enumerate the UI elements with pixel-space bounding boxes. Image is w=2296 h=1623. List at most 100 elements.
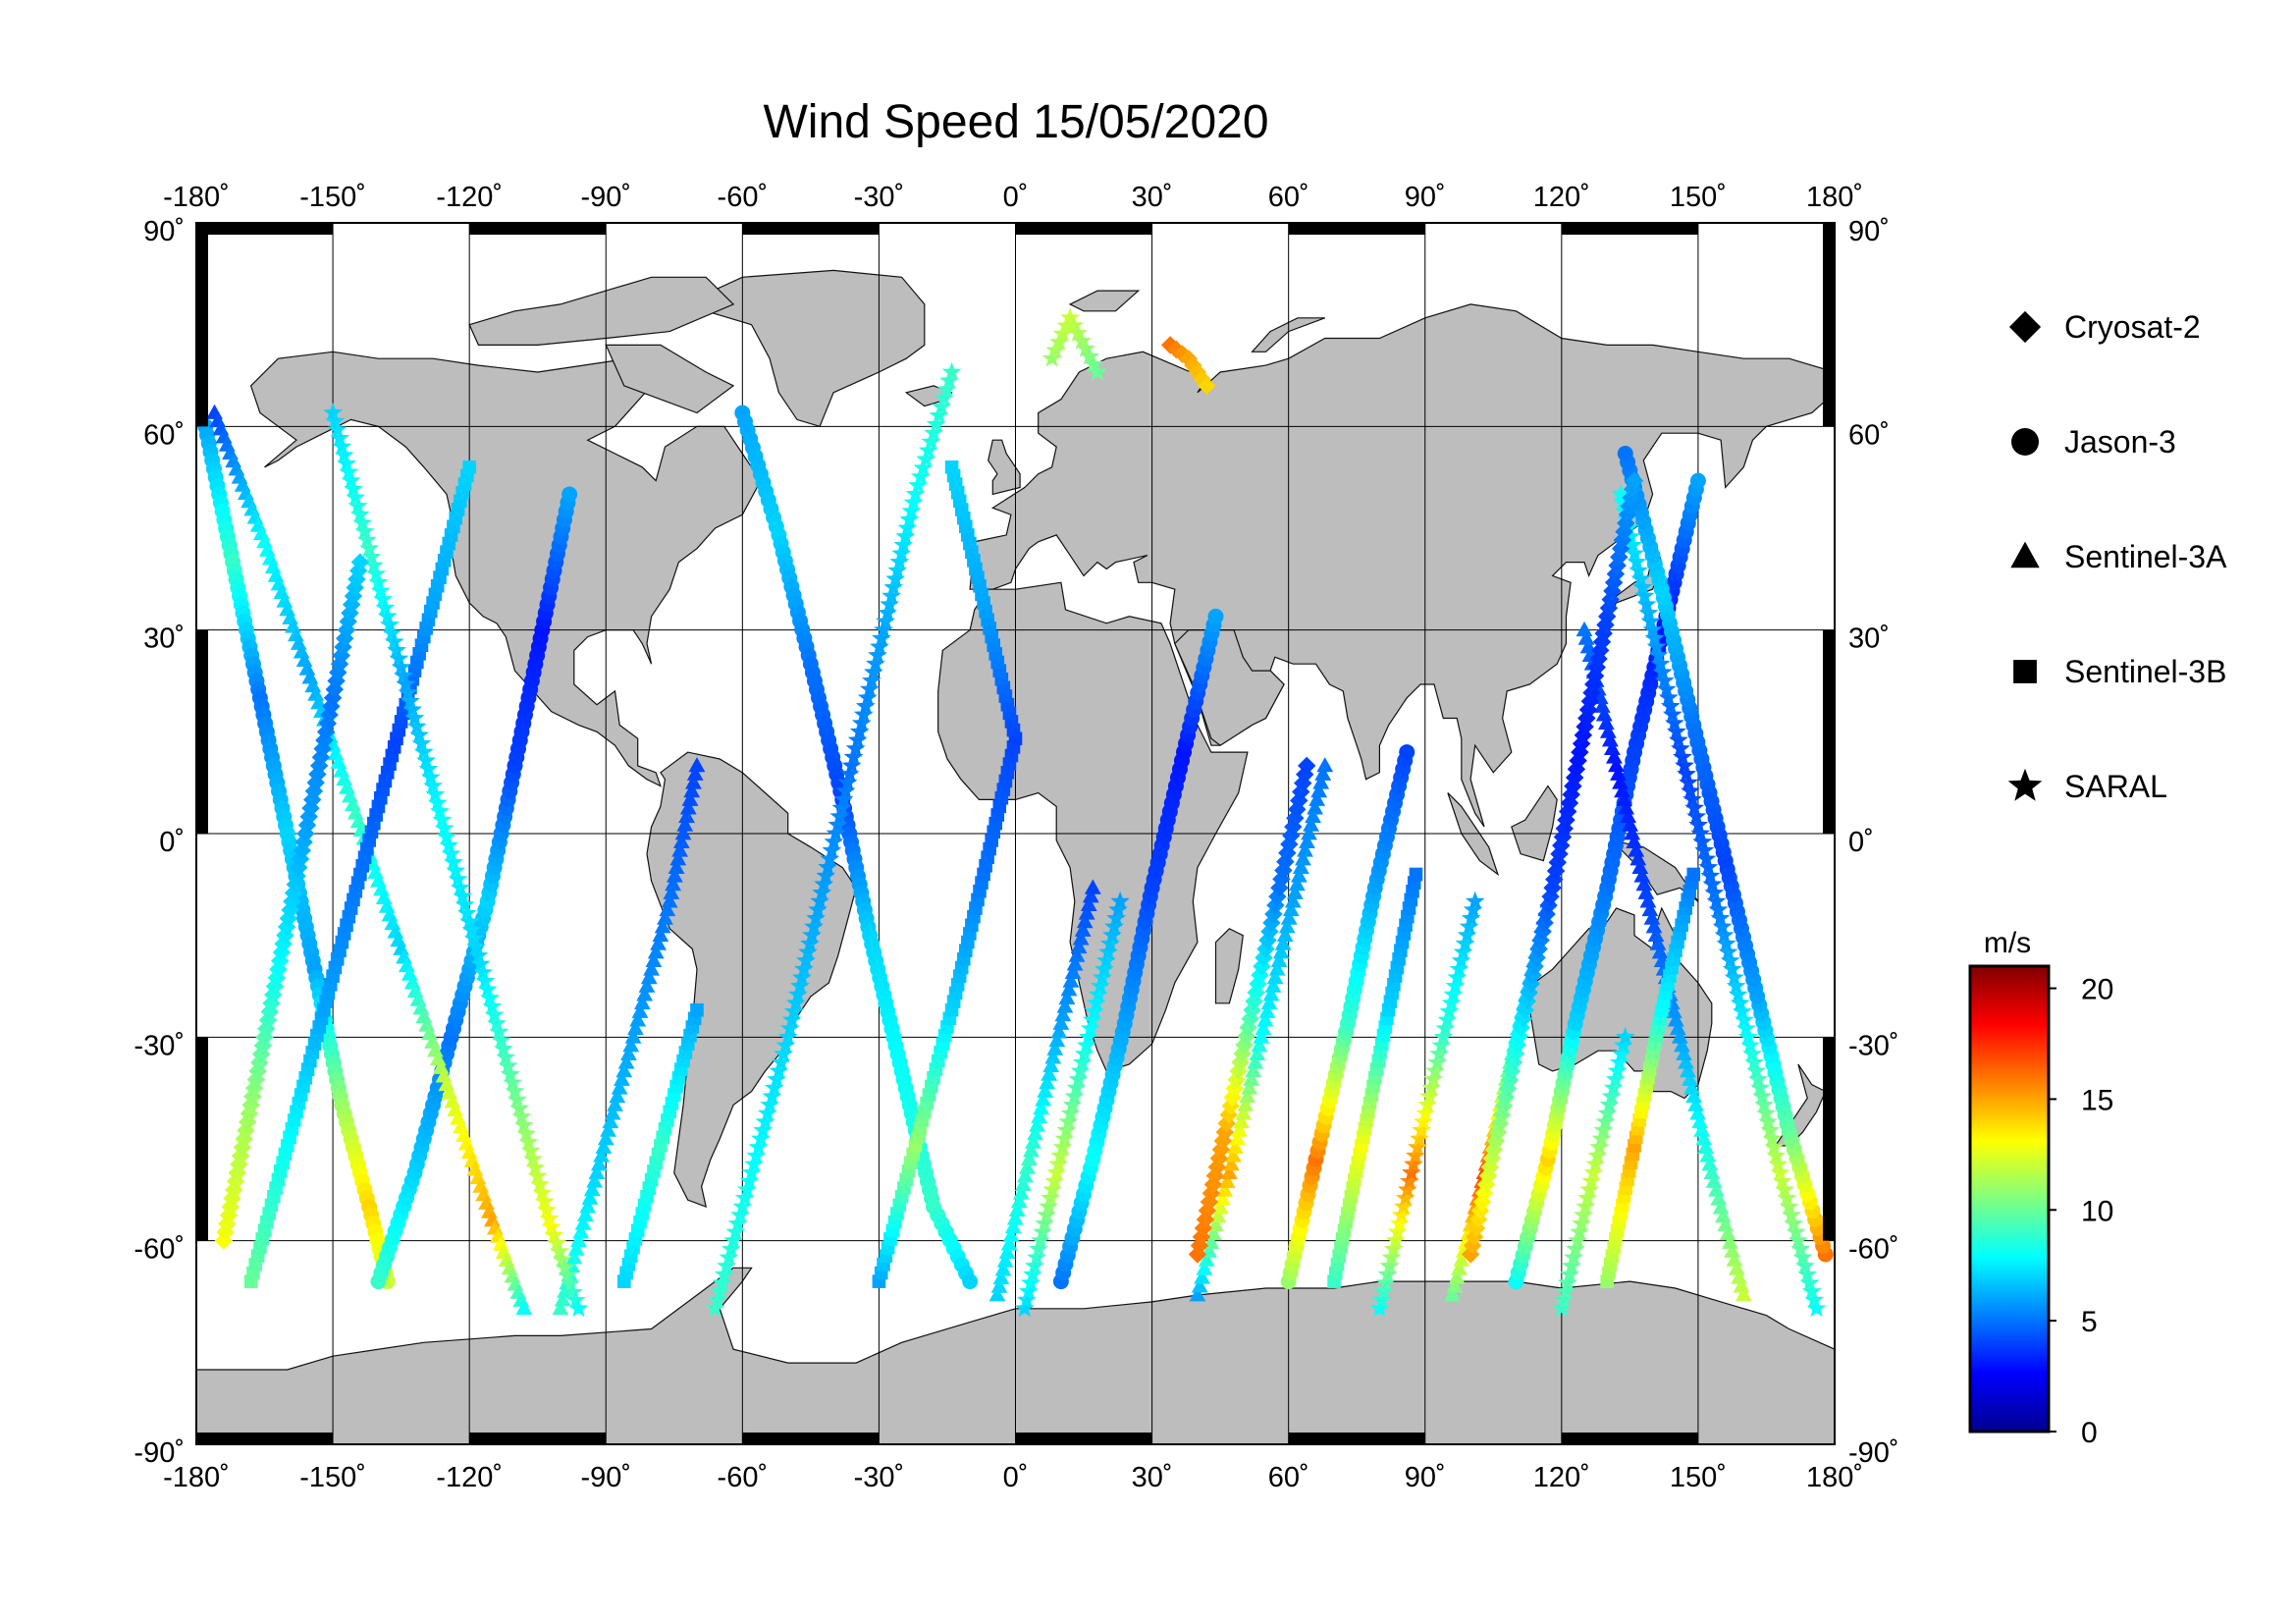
- track-point: [1316, 757, 1334, 773]
- track-point: [650, 935, 667, 950]
- track-point: [688, 757, 706, 773]
- track-point: [434, 818, 454, 838]
- lon-tick-bottom: 0˚: [1003, 1462, 1029, 1493]
- track-jason-3: [734, 405, 979, 1290]
- track-point: [1290, 867, 1308, 883]
- track-point: [1621, 526, 1641, 546]
- track-point: [1611, 484, 1630, 503]
- track-point: [910, 466, 931, 486]
- track-point: [1404, 1154, 1423, 1173]
- track-point: [507, 1089, 527, 1109]
- track-point: [1294, 774, 1312, 792]
- track-point: [1766, 1145, 1787, 1164]
- track-point: [845, 738, 866, 757]
- track-point: [741, 1163, 762, 1181]
- track-point: [387, 640, 406, 659]
- track-point: [681, 790, 699, 806]
- track-point: [792, 967, 812, 987]
- track-point: [544, 1224, 564, 1244]
- track-point: [1580, 692, 1600, 711]
- colorbar-tick-label: 20: [2081, 974, 2113, 1006]
- track-point: [939, 370, 959, 390]
- track-point: [1220, 1163, 1238, 1179]
- track-point: [1050, 1145, 1071, 1164]
- track-point: [501, 1063, 520, 1083]
- frame-bar-bottom: [1288, 1433, 1425, 1444]
- track-point: [1779, 1196, 1799, 1216]
- track-point: [308, 765, 327, 784]
- track-point: [1684, 797, 1704, 817]
- lon-tick-bottom: 60˚: [1268, 1462, 1309, 1493]
- track-point: [1611, 539, 1630, 558]
- track-point: [1740, 1035, 1760, 1055]
- track-point: [240, 1104, 259, 1123]
- track-point: [828, 815, 848, 834]
- track-point: [1735, 1286, 1752, 1302]
- track-point: [1415, 1103, 1435, 1122]
- track-point: [1746, 1060, 1766, 1080]
- legend-symbol-diamond: [2008, 310, 2042, 344]
- track-point: [425, 784, 446, 803]
- track-point: [466, 937, 486, 956]
- track-point: [330, 428, 349, 447]
- track-point: [730, 1205, 750, 1224]
- track-point: [880, 594, 899, 614]
- track-point: [470, 953, 491, 973]
- track-point: [1045, 340, 1066, 359]
- track-point: [248, 1061, 267, 1081]
- track-point: [1213, 1131, 1232, 1151]
- track-point: [1775, 1179, 1794, 1199]
- track-point: [1728, 984, 1748, 1003]
- track-point: [1565, 768, 1584, 787]
- track-point: [1076, 1035, 1096, 1055]
- track-point: [1682, 1070, 1698, 1086]
- track-point: [816, 865, 836, 885]
- track-point: [1256, 1011, 1274, 1027]
- track-point: [962, 1273, 979, 1290]
- track-point: [1634, 585, 1655, 605]
- track-point: [1196, 1260, 1213, 1275]
- track-point: [1474, 1184, 1494, 1203]
- colorbar-tick-label: 0: [2081, 1417, 2098, 1449]
- track-point: [1292, 783, 1310, 801]
- track-point: [1624, 825, 1641, 840]
- track-point: [444, 852, 463, 871]
- track-point: [511, 1107, 532, 1125]
- track-point: [530, 1174, 550, 1194]
- track-point: [941, 361, 962, 381]
- track-point: [932, 397, 951, 415]
- track-point: [579, 1198, 597, 1214]
- track-point: [1654, 671, 1675, 689]
- track-point: [1229, 1130, 1246, 1146]
- track-point: [1671, 738, 1690, 757]
- track-point: [454, 894, 475, 913]
- track-point: [1577, 629, 1595, 645]
- track-point: [1595, 1111, 1616, 1131]
- track-point: [370, 580, 391, 600]
- track-point: [1742, 1044, 1762, 1062]
- lon-tick-top: 60˚: [1268, 182, 1309, 213]
- lon-tick-top: -90˚: [580, 182, 631, 213]
- track-point: [1570, 1221, 1589, 1241]
- track-point: [1375, 1272, 1396, 1292]
- track-point: [583, 1181, 601, 1197]
- track-point: [1000, 1235, 1018, 1251]
- track-point: [1211, 1199, 1229, 1215]
- track-point: [337, 453, 356, 472]
- track-point: [1443, 984, 1464, 1003]
- track-point: [1445, 976, 1466, 995]
- track-point: [1647, 926, 1665, 943]
- track-jason-3: [1052, 608, 1224, 1290]
- frame-bar-top: [1288, 223, 1425, 235]
- track-point: [532, 1182, 553, 1202]
- frame-checker-bars: [196, 223, 1835, 1444]
- track-point: [926, 414, 946, 433]
- track-point: [719, 1247, 739, 1267]
- track-point: [1082, 1009, 1102, 1029]
- track-point: [1072, 1052, 1093, 1071]
- track-point: [1756, 1103, 1777, 1122]
- track-point: [860, 678, 880, 698]
- track-point: [1191, 1277, 1208, 1293]
- track-point: [1537, 904, 1556, 924]
- lon-tick-top: 180˚: [1806, 182, 1863, 213]
